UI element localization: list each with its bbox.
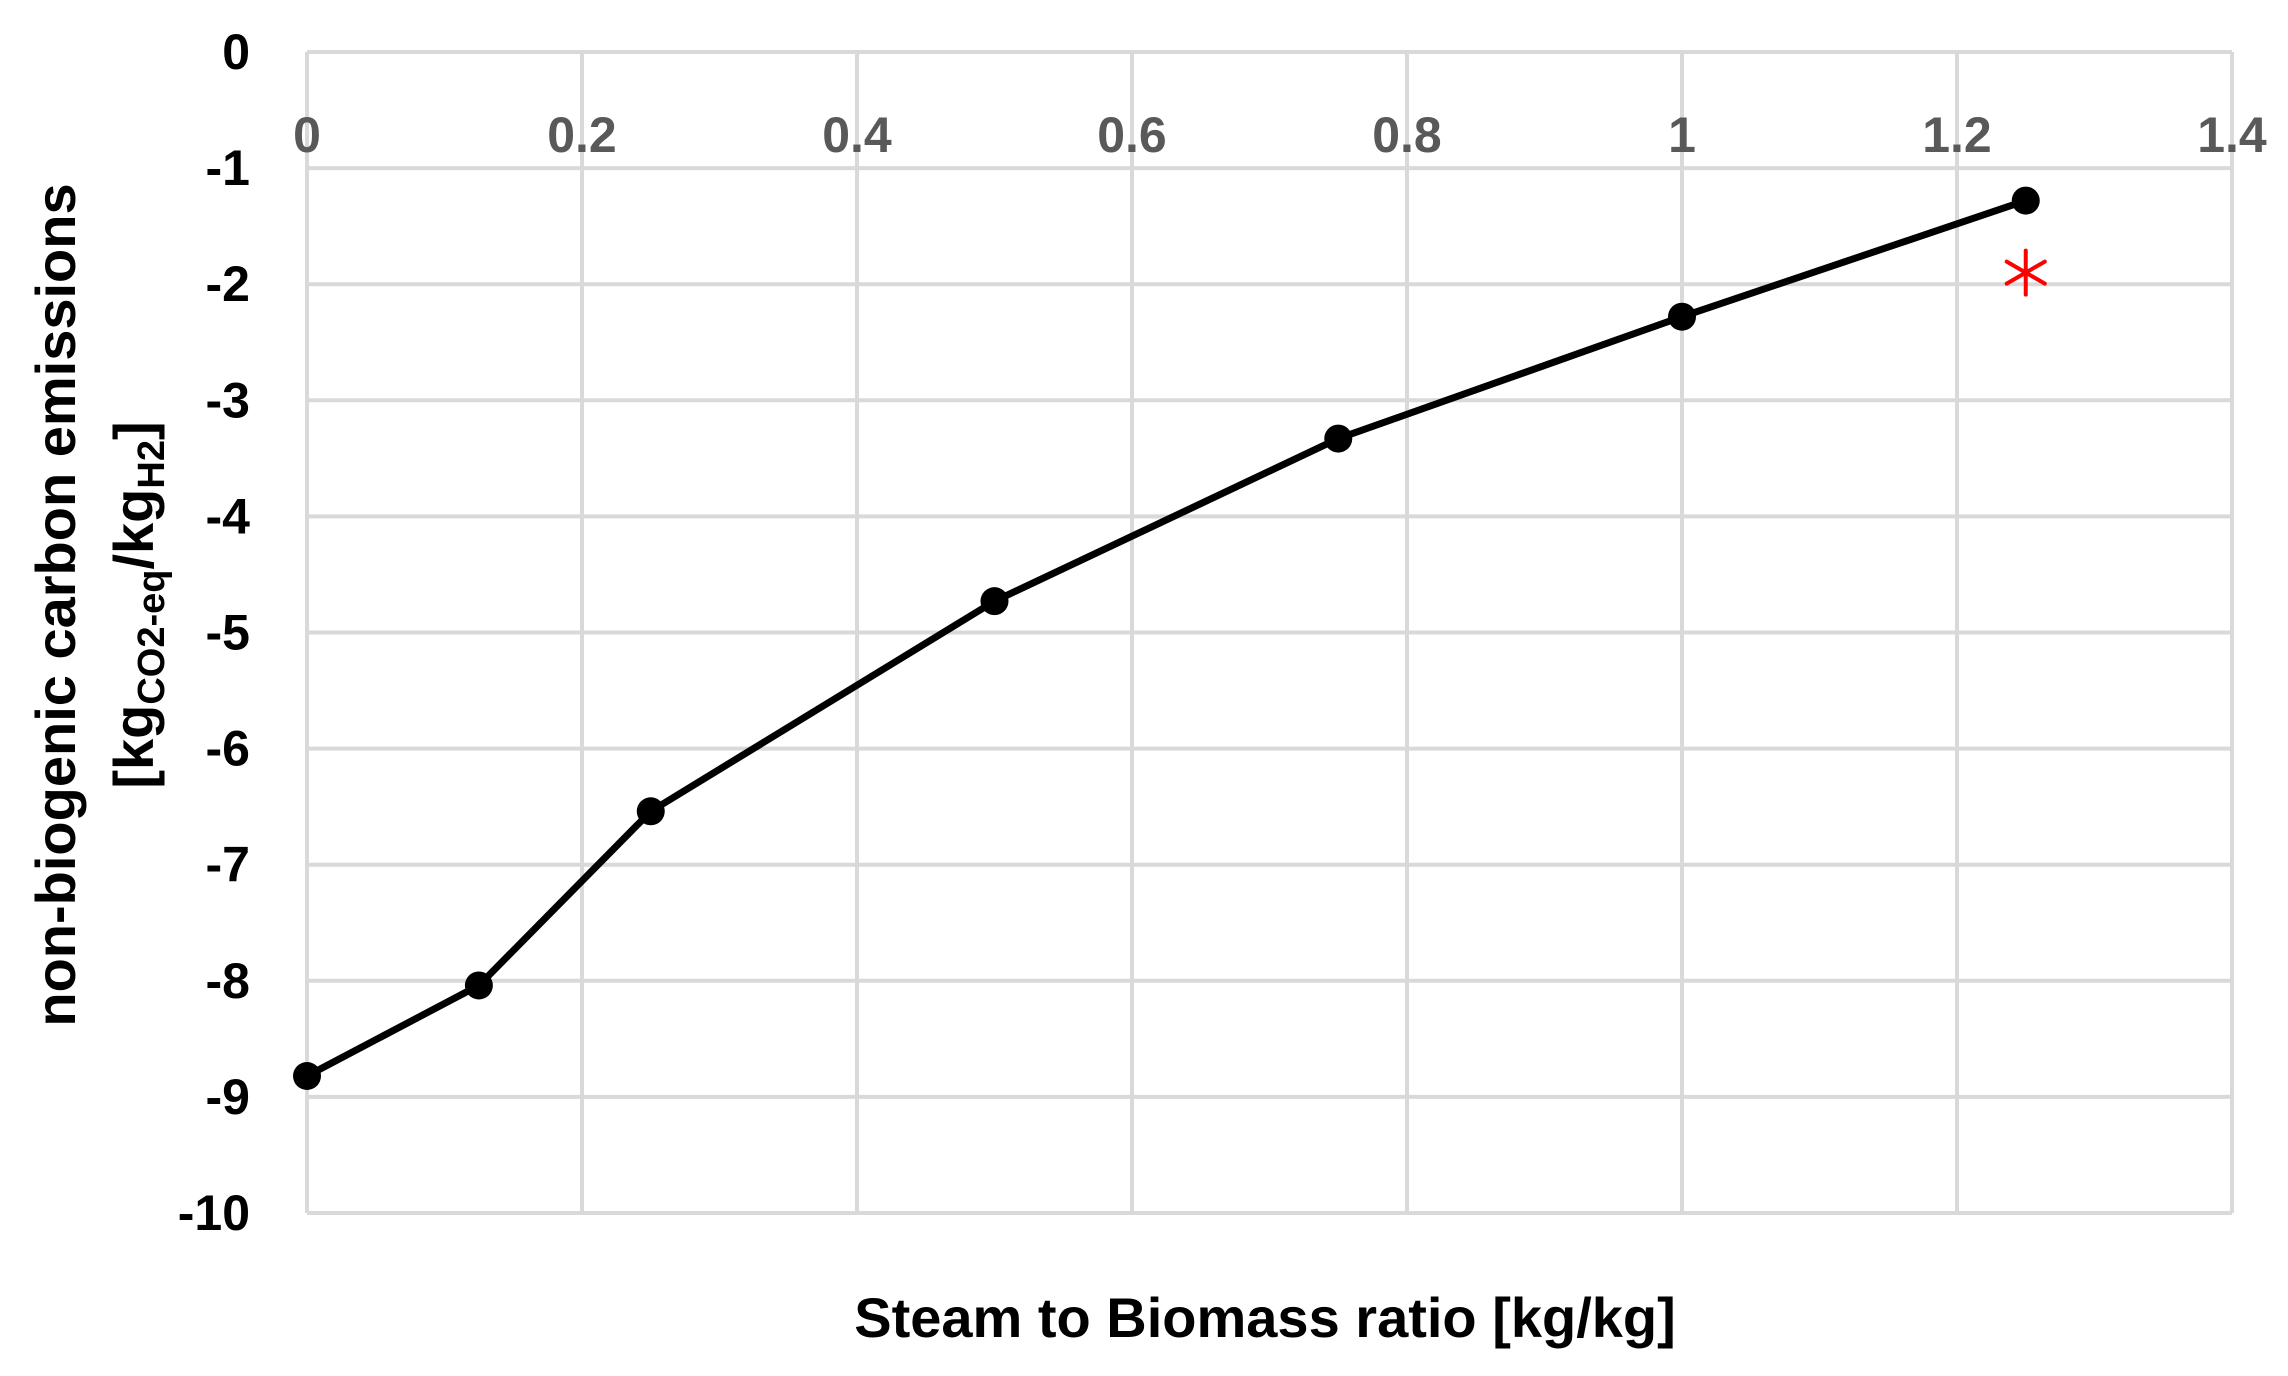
y-axis-title: non-biogenic carbon emissions [kgCO2-eq/…: [24, 183, 173, 1026]
y-tick-label-6: -6: [206, 721, 250, 777]
x-tick-label-7: 1.4: [2197, 107, 2267, 163]
y-axis-title-sub1: CO2-eq: [131, 570, 173, 705]
series-lines: [305, 197, 2027, 1080]
data-point-0-6: [2011, 186, 2040, 215]
data-point-0-3: [980, 587, 1009, 616]
y-axis-title-line1: non-biogenic carbon emissions: [24, 183, 87, 1026]
y-axis-title-mid: /kg: [102, 489, 165, 570]
y-tick-label-4: -4: [206, 488, 251, 544]
x-axis-title: Steam to Biomass ratio [kg/kg]: [854, 1286, 1676, 1349]
data-point-0-4: [1324, 424, 1353, 453]
series-line-0: [305, 197, 2027, 1080]
y-axis-title-sub2: H2: [131, 440, 173, 489]
annotation-markers: [2004, 248, 2047, 297]
y-tick-label-1: -1: [206, 140, 250, 196]
y-tick-label-7: -7: [206, 837, 250, 893]
horizontal-gridlines: [307, 50, 2232, 1215]
y-axis-title-suffix: ]: [102, 421, 165, 440]
y-tick-label-8: -8: [206, 953, 250, 1009]
data-point-0-0: [293, 1062, 321, 1091]
x-tick-label-2: 0.4: [822, 107, 892, 163]
asterisk-marker-0: [2004, 248, 2047, 297]
data-point-0-2: [636, 797, 665, 826]
x-tick-labels: 0 0.2 0.4 0.6 0.8 1 1.2 1.4: [293, 107, 2267, 163]
y-tick-label-0: 0: [222, 24, 250, 80]
y-tick-labels: 0 -1 -2 -3 -4 -5 -6 -7 -8 -9 -10: [178, 24, 250, 1241]
data-point-0-1: [464, 971, 493, 1000]
y-axis-title-line2: [kgCO2-eq/kgH2]: [102, 421, 173, 788]
x-tick-label-1: 0.2: [547, 107, 617, 163]
x-tick-label-3: 0.6: [1097, 107, 1167, 163]
y-tick-label-5: -5: [206, 605, 250, 661]
x-tick-label-4: 0.8: [1372, 107, 1442, 163]
x-tick-label-6: 1.2: [1922, 107, 1992, 163]
y-tick-label-3: -3: [206, 372, 250, 428]
x-tick-label-0: 0: [293, 107, 321, 163]
series-points: [293, 186, 2040, 1091]
data-point-0-5: [1668, 302, 1696, 331]
y-tick-label-2: -2: [206, 256, 250, 312]
y-axis-title-prefix: [kg: [102, 705, 165, 789]
x-tick-label-5: 1: [1668, 107, 1696, 163]
y-tick-label-10: -10: [178, 1185, 250, 1241]
y-tick-label-9: -9: [206, 1069, 250, 1125]
